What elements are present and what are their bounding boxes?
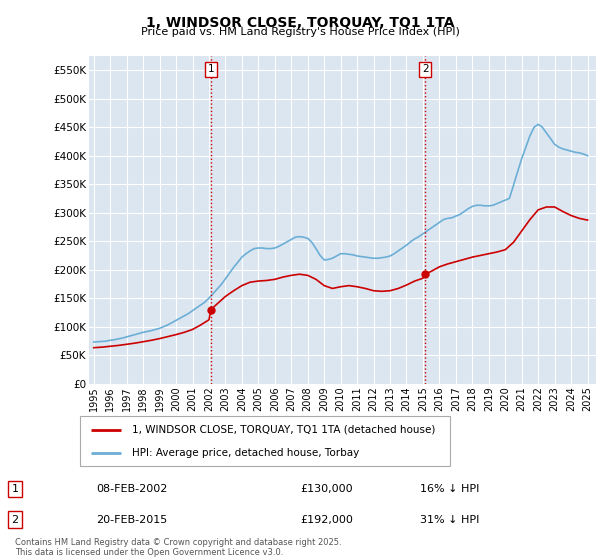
Text: 20-FEB-2015: 20-FEB-2015	[96, 515, 167, 525]
Text: HPI: Average price, detached house, Torbay: HPI: Average price, detached house, Torb…	[131, 449, 359, 458]
Text: 2: 2	[11, 515, 19, 525]
Text: 08-FEB-2002: 08-FEB-2002	[96, 484, 167, 494]
Text: 1: 1	[11, 484, 19, 494]
Text: Price paid vs. HM Land Registry's House Price Index (HPI): Price paid vs. HM Land Registry's House …	[140, 27, 460, 37]
Text: 16% ↓ HPI: 16% ↓ HPI	[420, 484, 479, 494]
Text: 1, WINDSOR CLOSE, TORQUAY, TQ1 1TA: 1, WINDSOR CLOSE, TORQUAY, TQ1 1TA	[146, 16, 454, 30]
Text: 31% ↓ HPI: 31% ↓ HPI	[420, 515, 479, 525]
Text: 1, WINDSOR CLOSE, TORQUAY, TQ1 1TA (detached house): 1, WINDSOR CLOSE, TORQUAY, TQ1 1TA (deta…	[131, 424, 435, 435]
Text: £130,000: £130,000	[300, 484, 353, 494]
Text: 1: 1	[208, 64, 214, 74]
Text: 2: 2	[422, 64, 428, 74]
Text: £192,000: £192,000	[300, 515, 353, 525]
Text: Contains HM Land Registry data © Crown copyright and database right 2025.
This d: Contains HM Land Registry data © Crown c…	[15, 538, 341, 557]
